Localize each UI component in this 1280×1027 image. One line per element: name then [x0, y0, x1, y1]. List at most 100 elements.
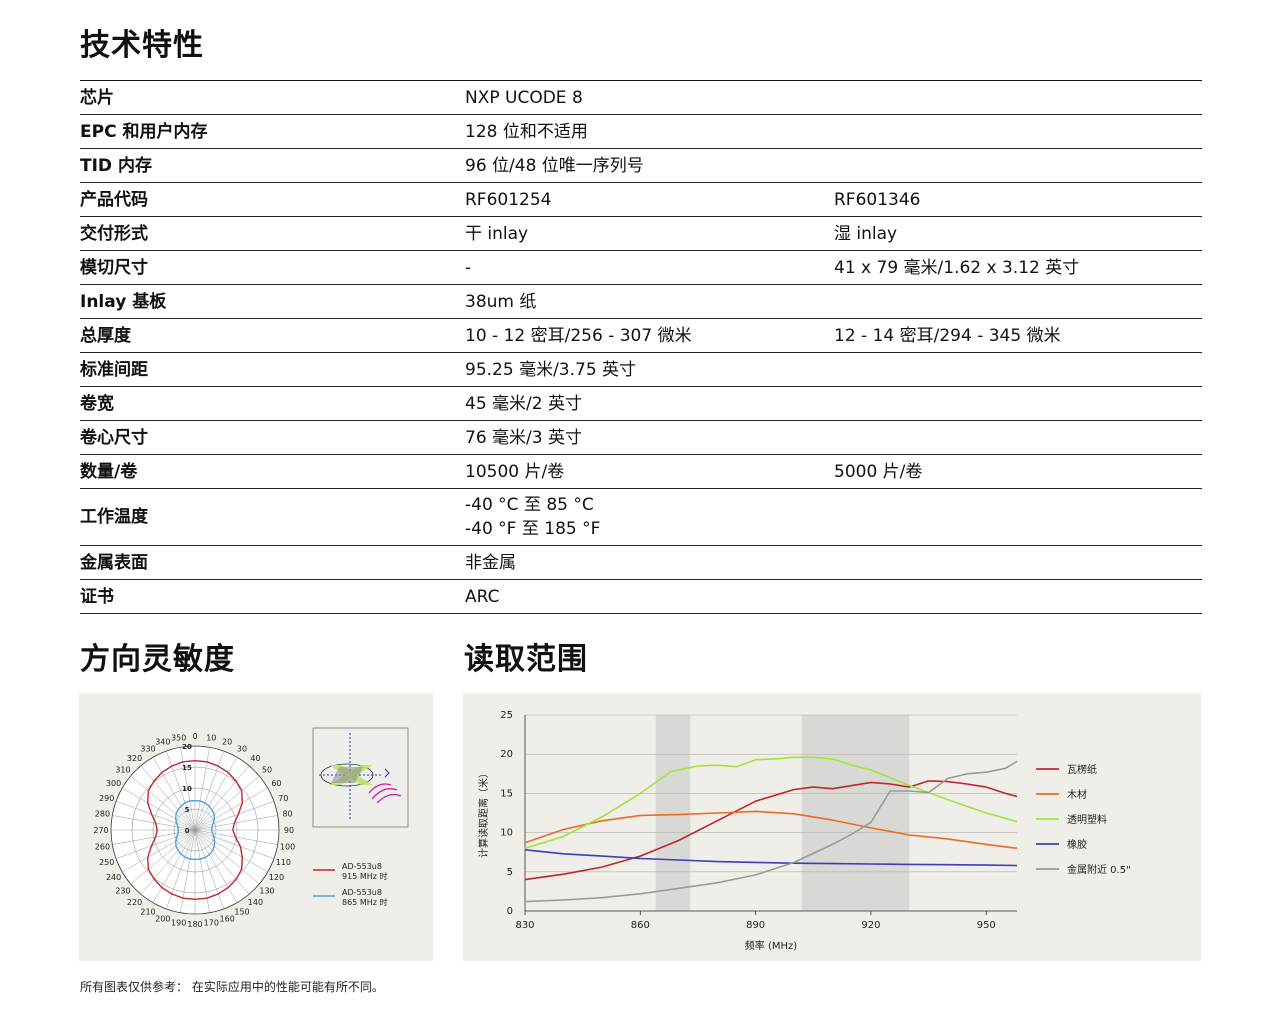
spec-row: 数量/卷 10500 片/卷 5000 片/卷 [80, 454, 1202, 488]
series-line [524, 756, 1018, 850]
polar-radial-tick: 10 [182, 785, 192, 793]
legend-label: AD-553u8 915 MHz 时 [342, 862, 387, 881]
spec-value-alt: 5000 片/卷 [834, 461, 923, 482]
polar-radial-tick: 15 [182, 764, 192, 772]
polar-spoke [194, 815, 278, 831]
polar-spoke [112, 815, 196, 831]
polar-angle-label: 260 [95, 842, 110, 851]
x-tick-label: 860 [631, 920, 650, 931]
polar-spoke [180, 829, 196, 913]
spec-row: 金属表面 非金属 [80, 545, 1202, 579]
range-chart-title: 读取范围 [464, 642, 588, 677]
polar-spoke [194, 829, 224, 910]
spec-row: 模切尺寸 - 41 x 79 毫米/1.62 x 3.12 英寸 [80, 250, 1202, 284]
legend-label: 橡胶 [1067, 838, 1087, 851]
polar-angle-label: 20 [222, 738, 232, 747]
series-line [524, 780, 1018, 881]
y-tick-label: 5 [507, 867, 513, 878]
spec-label: 模切尺寸 [80, 257, 148, 278]
polar-angle-label: 350 [171, 733, 186, 742]
spec-value: NXP UCODE 8 [465, 87, 583, 108]
diagram-ellipse [320, 763, 374, 787]
spec-value: 96 位/48 位唯一序列号 [465, 155, 644, 176]
polar-angle-label: 100 [280, 842, 295, 851]
spec-value: 干 inlay [465, 223, 529, 244]
spec-row: 交付形式 干 inlay 湿 inlay [80, 216, 1202, 250]
spec-label: 交付形式 [80, 223, 148, 244]
spec-title: 技术特性 [80, 28, 204, 63]
polar-series-line [146, 759, 244, 901]
spec-value: 76 毫米/3 英寸 [465, 427, 582, 448]
polar-angle-label: 60 [271, 779, 281, 788]
spec-row: 卷宽 45 毫米/2 英寸 [80, 386, 1202, 420]
polar-spoke [140, 765, 196, 831]
x-axis-label: 频率 (MHz) [745, 939, 797, 952]
polar-angle-label: 220 [127, 898, 142, 907]
series-line [524, 849, 1018, 867]
polar-spoke [194, 829, 210, 913]
polar-spoke [194, 829, 238, 903]
range-chart: 0 5 10 15 20 25 830 860 890 920 950 频率 (MHz) 计算读取距离（… [477, 710, 1131, 952]
y-tick-label: 15 [500, 788, 513, 799]
legend-label: 透明塑料 [1067, 813, 1107, 826]
polar-chart-title: 方向灵敏度 [80, 642, 235, 677]
spec-row: 产品代码 RF601254 RF601346 [80, 182, 1202, 216]
spec-row: 卷心尺寸 76 毫米/3 英寸 [80, 420, 1202, 454]
spec-value-alt: 湿 inlay [834, 223, 898, 244]
spec-label: 金属表面 [80, 552, 148, 573]
spec-row: EPC 和用户内存 128 位和不适用 [80, 114, 1202, 148]
spec-value: ARC [465, 586, 500, 607]
polar-angle-label: 180 [187, 920, 202, 929]
spec-value-alt: 41 x 79 毫米/1.62 x 3.12 英寸 [834, 257, 1080, 278]
spec-value: 10500 片/卷 [465, 461, 565, 482]
polar-angle-label: 80 [282, 810, 292, 819]
spec-table: 芯片 NXP UCODE 8 EPC 和用户内存 128 位和不适用 TID 内存 96 … [80, 80, 1202, 614]
footnote: 所有图表仅供参考： 在实际应用中的性能可能有所不同。 [80, 980, 384, 994]
spec-row: 工作温度 -40 °C 至 85 °C -40 °F 至 185 °F [80, 488, 1202, 545]
polar-angle-label: 90 [284, 826, 294, 835]
polar-angle-label: 230 [115, 886, 130, 895]
polar-angle-label: 110 [276, 858, 291, 867]
polar-angle-label: 280 [95, 810, 110, 819]
polar-spoke [152, 829, 196, 903]
spec-label: 总厚度 [80, 325, 131, 346]
spec-value: 10 - 12 密耳/256 - 307 微米 [465, 325, 692, 346]
polar-angle-label: 240 [106, 873, 121, 882]
polar-angle-label: 320 [127, 754, 142, 763]
polar-spoke [122, 787, 196, 831]
polar-angle-label: 330 [140, 745, 155, 754]
polar-spoke [115, 829, 196, 859]
polar-angle-label: 290 [99, 794, 114, 803]
polar-angle-label: 10 [206, 733, 216, 742]
legend-label: AD-553u8 865 MHz 时 [342, 888, 387, 907]
polar-spoke [194, 829, 260, 885]
spec-label: TID 内存 [80, 155, 152, 176]
legend-label: 金属附近 0.5" [1067, 863, 1131, 876]
wave-icon [371, 788, 398, 800]
frequency-band [655, 715, 691, 911]
range-chart-panel: 0 5 10 15 20 25 830 860 890 920 950 频率 (MHz) 计算读取距离（… [463, 693, 1201, 961]
polar-angle-label: 170 [204, 919, 219, 928]
spec-label: 芯片 [80, 87, 114, 108]
polar-angle-label: 140 [248, 898, 263, 907]
polar-angle-label: 50 [262, 766, 272, 775]
spec-row: 证书 ARC [80, 579, 1202, 614]
polar-angle-label: 340 [155, 738, 170, 747]
polar-spoke [115, 801, 196, 831]
polar-angle-label: 150 [234, 907, 249, 916]
arrow-icon [384, 768, 390, 778]
polar-spoke [166, 750, 196, 831]
spec-value: 38um 纸 [465, 291, 537, 312]
spec-value-alt: 12 - 14 密耳/294 - 345 微米 [834, 325, 1061, 346]
spec-value-alt: RF601346 [834, 189, 921, 210]
polar-spoke [194, 765, 250, 831]
spec-value: 128 位和不适用 [465, 121, 588, 142]
polar-spoke [194, 829, 275, 859]
spec-row: 标准间距 95.25 毫米/3.75 英寸 [80, 352, 1202, 386]
polar-angle-label: 120 [269, 873, 284, 882]
polar-spoke [112, 829, 196, 845]
polar-angle-label: 270 [93, 826, 108, 835]
polar-spoke [194, 747, 210, 831]
polar-angle-label: 130 [259, 886, 274, 895]
